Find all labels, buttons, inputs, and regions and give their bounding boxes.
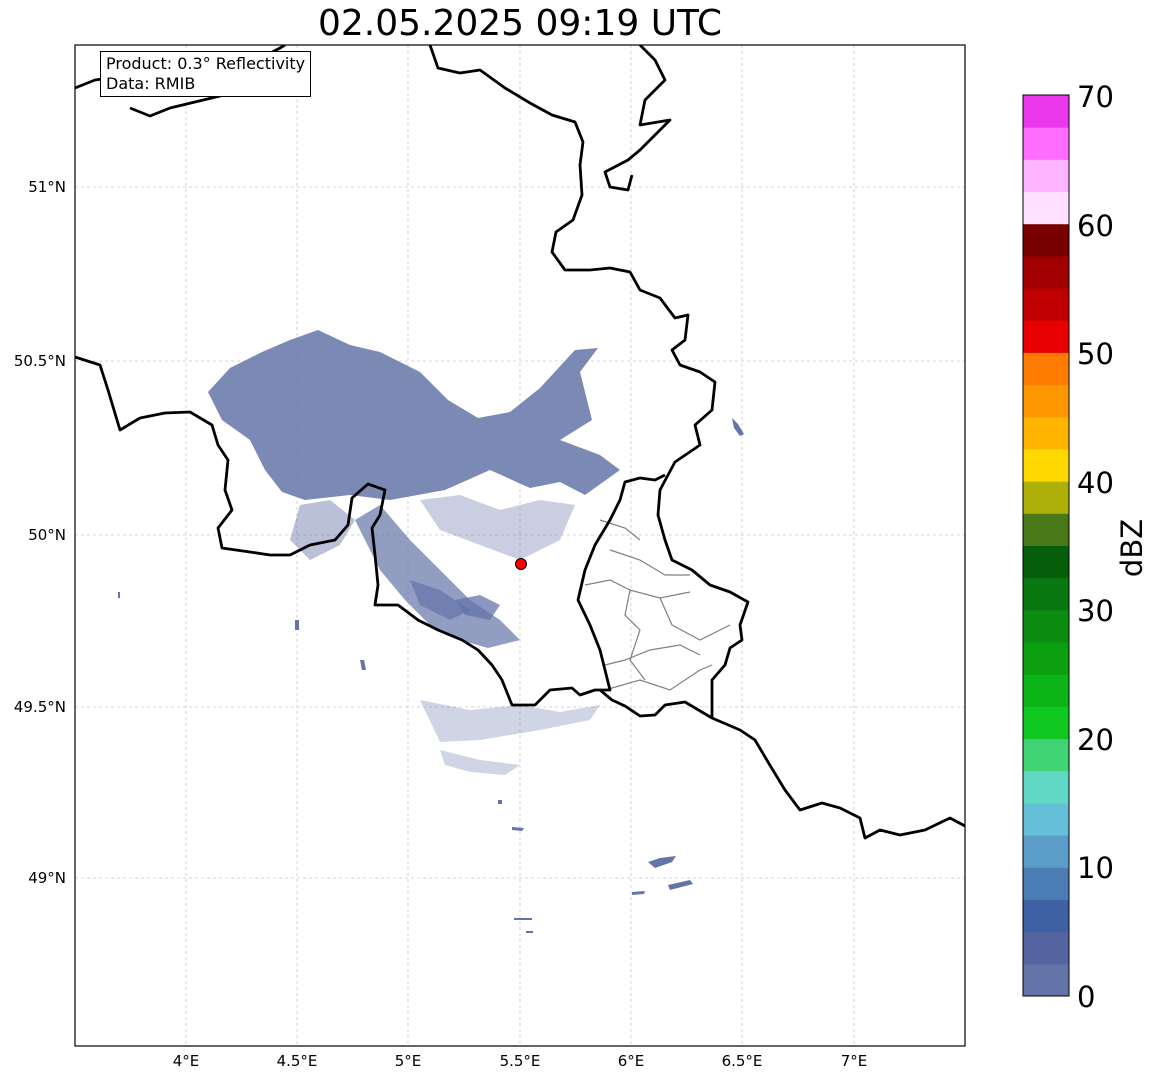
lat-tick-label: 51°N xyxy=(28,178,66,196)
colorbar-segment xyxy=(1023,513,1069,546)
lon-tick-label: 4.5°E xyxy=(277,1052,318,1070)
product-label: Product: 0.3° Reflectivity xyxy=(106,54,306,73)
map-title: 02.05.2025 09:19 UTC xyxy=(317,3,723,44)
latitude-ticks: 51°N 50.5°N 50°N 49.5°N 49°N xyxy=(14,178,66,887)
colorbar-segment xyxy=(1023,835,1069,868)
lat-tick-label: 50.5°N xyxy=(14,352,66,370)
colorbar-segment xyxy=(1023,545,1069,579)
colorbar-segment xyxy=(1023,255,1069,289)
colorbar-segment xyxy=(1023,642,1069,675)
colorbar-segment xyxy=(1023,706,1069,740)
colorbar-tick-label: 20 xyxy=(1077,723,1114,757)
data-source-label: Data: RMIB xyxy=(106,74,196,93)
colorbar-segment xyxy=(1023,738,1069,772)
colorbar-segment xyxy=(1023,127,1069,160)
region-boundaries xyxy=(584,519,731,691)
colorbar-segment xyxy=(1023,416,1069,450)
reflectivity-echoes xyxy=(118,330,744,933)
lon-tick-label: 6.5°E xyxy=(722,1052,763,1070)
lat-tick-label: 49.5°N xyxy=(14,698,66,716)
colorbar-frame xyxy=(1022,94,1070,997)
product-info-box: Product: 0.3° Reflectivity Data: RMIB xyxy=(100,51,312,97)
colorbar-label: dBZ xyxy=(1115,519,1149,577)
lon-tick-label: 4°E xyxy=(173,1052,200,1070)
colorbar-segment xyxy=(1023,288,1069,321)
colorbar-segment xyxy=(1023,223,1069,257)
lat-tick-label: 50°N xyxy=(28,526,66,544)
lat-tick-label: 49°N xyxy=(28,869,66,887)
colorbar-tick-label: 10 xyxy=(1077,851,1114,885)
colorbar-segment xyxy=(1023,448,1069,482)
colorbar-tick-label: 30 xyxy=(1077,594,1114,628)
colorbar-segment xyxy=(1023,867,1069,900)
colorbar-tick-label: 70 xyxy=(1077,80,1114,114)
colorbar-tick-label: 0 xyxy=(1077,980,1095,1014)
colorbar-segment xyxy=(1023,770,1069,804)
colorbar-segment xyxy=(1023,577,1069,611)
colorbar-segment xyxy=(1023,674,1069,707)
colorbar-segment xyxy=(1023,899,1069,933)
colorbar-tick-label: 50 xyxy=(1077,337,1114,371)
colorbar-tick-label: 40 xyxy=(1077,466,1114,500)
colorbar-segment xyxy=(1023,159,1069,193)
colorbar-segment xyxy=(1023,352,1069,386)
lon-tick-label: 5°E xyxy=(395,1052,422,1070)
colorbar-segment xyxy=(1023,95,1069,128)
colorbar-tick-label: 60 xyxy=(1077,209,1114,243)
lon-tick-label: 5.5°E xyxy=(500,1052,541,1070)
longitude-ticks: 4°E 4.5°E 5°E 5.5°E 6°E 6.5°E 7°E xyxy=(173,1052,868,1070)
colorbar-segment xyxy=(1023,963,1069,997)
lon-tick-label: 7°E xyxy=(841,1052,868,1070)
colorbar-segment xyxy=(1023,802,1069,836)
colorbar xyxy=(1023,95,1069,997)
colorbar-segment xyxy=(1023,609,1069,643)
colorbar-segment xyxy=(1023,191,1069,225)
colorbar-segment xyxy=(1023,384,1069,418)
map-frame xyxy=(74,44,966,1047)
colorbar-segment xyxy=(1023,481,1069,514)
colorbar-segment xyxy=(1023,320,1069,353)
radar-site-marker xyxy=(515,558,527,570)
colorbar-segment xyxy=(1023,931,1069,965)
colorbar-ticks: 0 10 20 30 40 50 60 70 xyxy=(1077,80,1114,1014)
lon-tick-label: 6°E xyxy=(618,1052,645,1070)
